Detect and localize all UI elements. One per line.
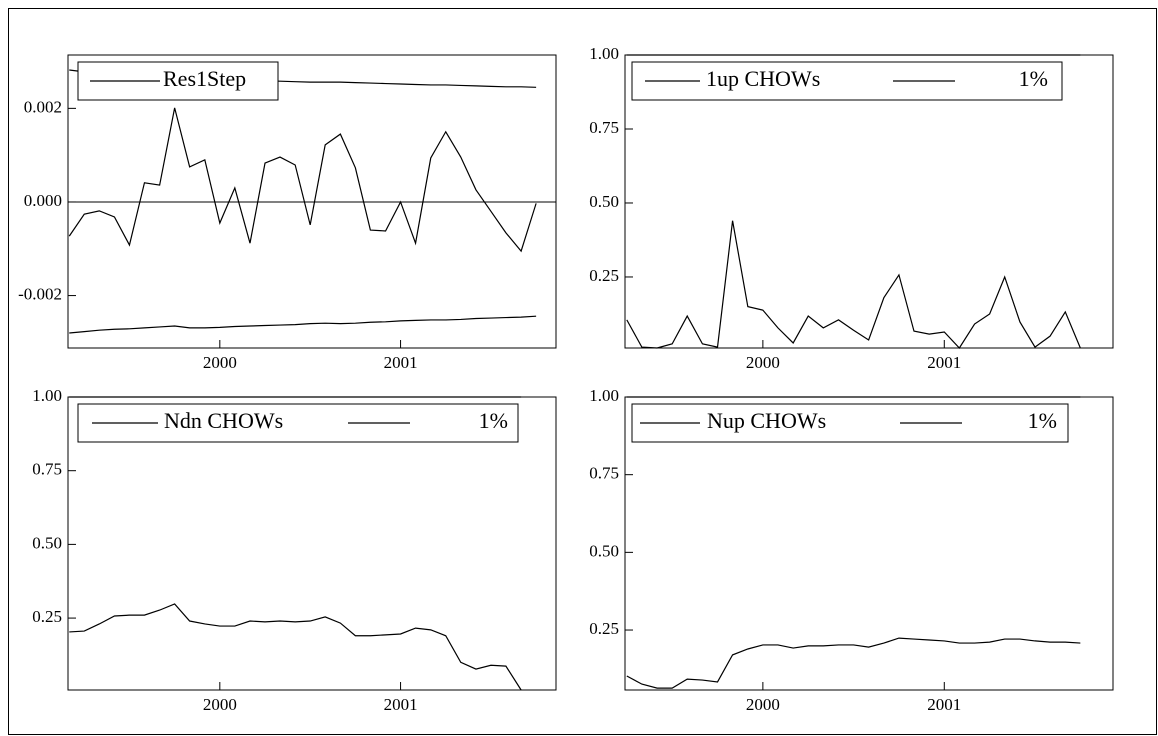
- y-tick-label: 1.00: [589, 44, 619, 63]
- plot-frame: [67, 54, 557, 349]
- y-tick-label: 0.002: [24, 97, 62, 116]
- legend-label: Res1Step: [163, 66, 246, 91]
- legend-label: Ndn CHOWs: [164, 408, 283, 433]
- x-tick-label: 2001: [384, 353, 418, 372]
- y-tick-label: -0.002: [18, 284, 62, 303]
- legend-label: 1up CHOWs: [706, 66, 820, 91]
- y-tick-label: 0.000: [24, 191, 62, 210]
- data-line: [69, 315, 537, 334]
- data-line: [69, 603, 522, 691]
- legend-box: [631, 61, 1063, 101]
- x-tick-label: 2000: [203, 695, 237, 714]
- y-tick-label: 0.50: [32, 533, 62, 552]
- legend-label: 1%: [1028, 408, 1057, 433]
- y-tick-label: 0.25: [589, 619, 619, 638]
- data-line: [68, 107, 537, 253]
- legend-label: 1%: [1019, 66, 1048, 91]
- y-tick-label: 0.25: [32, 607, 62, 626]
- y-tick-label: 0.50: [589, 541, 619, 560]
- x-tick-label: 2000: [203, 353, 237, 372]
- x-tick-label: 2001: [384, 695, 418, 714]
- x-tick-label: 2000: [746, 353, 780, 372]
- legend-label: Nup CHOWs: [707, 408, 826, 433]
- legend-box: [631, 403, 1069, 443]
- x-tick-label: 2001: [927, 695, 961, 714]
- y-tick-label: 1.00: [32, 386, 62, 405]
- data-line: [626, 637, 1081, 689]
- data-line: [626, 220, 1081, 349]
- y-tick-label: 0.25: [589, 266, 619, 285]
- y-tick-label: 0.75: [589, 118, 619, 137]
- x-tick-label: 2001: [927, 353, 961, 372]
- y-tick-label: 0.75: [32, 460, 62, 479]
- y-tick-label: 0.75: [589, 464, 619, 483]
- plot-frame: [624, 396, 1114, 691]
- y-tick-label: 1.00: [589, 386, 619, 405]
- y-tick-label: 0.50: [589, 192, 619, 211]
- legend-label: 1%: [479, 408, 508, 433]
- x-tick-label: 2000: [746, 695, 780, 714]
- outer-frame: [8, 8, 1157, 735]
- plot-frame: [67, 396, 557, 691]
- plot-frame: [624, 54, 1114, 349]
